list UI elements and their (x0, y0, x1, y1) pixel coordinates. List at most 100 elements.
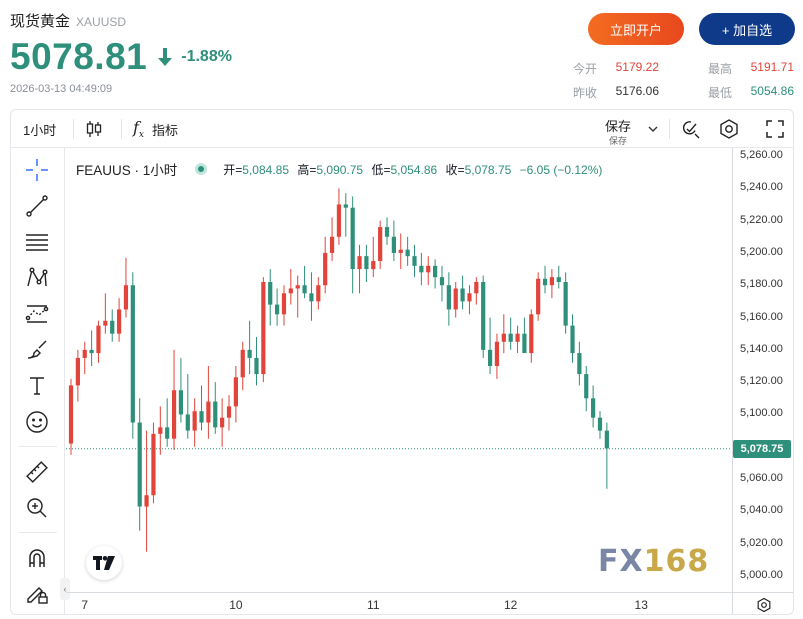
legend-open-label: 开 (223, 162, 236, 177)
indicators-label: 指标 (152, 122, 179, 138)
candle (549, 269, 554, 299)
candle (584, 366, 589, 412)
sidebar-divider (19, 446, 57, 447)
candle (329, 217, 335, 261)
price-tick: 5,140.00 (740, 342, 783, 355)
quote-prev-close-value: 5176.06 (615, 84, 659, 98)
crosshair-icon[interactable] (23, 156, 51, 184)
candles-icon[interactable] (85, 118, 103, 140)
save-label: 保存 (604, 119, 631, 134)
candle (75, 349, 80, 402)
candle (460, 275, 465, 310)
price-tick: 5,260.00 (740, 149, 783, 161)
ruler-icon[interactable] (23, 458, 51, 486)
candle (316, 277, 321, 310)
open-account-button[interactable]: 立即开户 (588, 13, 684, 45)
quote-timestamp: 2026-03-13 04:49:09 (10, 83, 113, 95)
candle (302, 265, 307, 299)
function-icon: fx (133, 117, 144, 141)
candle (487, 317, 493, 375)
zoom-in-icon[interactable] (23, 494, 51, 522)
tradingview-logo[interactable] (86, 546, 122, 580)
quote-low-value: 5054.86 (750, 84, 794, 98)
quote-high-value: 5191.71 (750, 60, 794, 74)
legend-high: 5,090.75 (316, 162, 364, 177)
candlestick-chart (66, 188, 732, 552)
candle (446, 272, 451, 326)
price-tick: 5,220.00 (740, 213, 783, 226)
toolbar-divider (121, 119, 122, 139)
candle (268, 269, 273, 326)
candle (350, 196, 355, 294)
candle (412, 244, 417, 278)
pattern-icon[interactable] (23, 264, 51, 292)
time-tick: 12 (503, 598, 518, 612)
candle (226, 395, 232, 431)
price-tick: 5,060.00 (740, 472, 783, 485)
candle (536, 272, 541, 321)
price-tick: 5,000.00 (740, 569, 783, 581)
brush-icon[interactable] (23, 336, 51, 364)
candle (116, 298, 122, 342)
candle (247, 320, 252, 375)
chevron-down-icon[interactable] (648, 118, 658, 140)
lock-pencil-icon[interactable] (23, 580, 51, 608)
candle (233, 366, 238, 423)
legend-close: 5,078.75 (464, 162, 512, 177)
candle (405, 236, 410, 266)
candle (130, 272, 135, 439)
instrument-code: XAUUSD (76, 15, 127, 29)
emoji-icon[interactable] (23, 408, 51, 436)
sidebar-divider (19, 532, 57, 533)
candle (295, 275, 300, 318)
candle (261, 277, 266, 383)
time-axis[interactable]: 7 10 11 12 13 (66, 592, 732, 614)
indicators-button[interactable]: fx 指标 (133, 118, 178, 140)
candle (570, 314, 575, 363)
trend-line-icon[interactable] (23, 192, 51, 220)
candle (281, 285, 287, 326)
chart-toolbar: 1小时 fx 指标 保存 保存 (11, 110, 793, 148)
candle (378, 220, 383, 270)
last-price-tag: 5,078.75 (733, 439, 791, 458)
candle (398, 233, 403, 270)
fullscreen-icon[interactable] (765, 118, 785, 140)
legend-ohlc: 开=5,084.85 高=5,090.75 低=5,054.86 收=5,078… (223, 162, 603, 177)
candle (89, 330, 94, 366)
candle (357, 244, 362, 294)
legend-close-label: 收 (445, 162, 458, 177)
candle (481, 275, 486, 358)
candle (419, 252, 424, 286)
price-tick: 5,040.00 (740, 504, 783, 517)
watermark-fx: FX (598, 544, 644, 579)
toolbar-divider (73, 119, 74, 139)
fib-lines-icon[interactable] (23, 228, 51, 256)
candle (178, 357, 184, 423)
forecast-icon[interactable] (23, 300, 51, 328)
price-chart[interactable]: FEAUUS · 1小时 开=5,084.85 高=5,090.75 低=5,0… (66, 148, 732, 592)
text-icon[interactable] (23, 372, 51, 400)
legend-high-label: 高 (297, 162, 310, 177)
time-tick: 11 (367, 598, 380, 612)
axis-settings-icon[interactable] (732, 592, 793, 614)
candle (68, 378, 74, 455)
price-axis[interactable]: 5,260.00 5,240.00 5,220.00 5,200.00 5,180.00… (732, 148, 793, 592)
save-button[interactable]: 保存 保存 (597, 116, 639, 147)
magnet-icon[interactable] (23, 544, 51, 572)
candle (508, 317, 513, 350)
quote-open-value: 5179.22 (615, 60, 659, 74)
quote-open-label: 今开 (573, 62, 598, 76)
settings-icon[interactable] (718, 118, 740, 140)
legend-low: 5,054.86 (390, 162, 438, 177)
alert-icon[interactable] (679, 118, 701, 140)
price-tick: 5,160.00 (740, 310, 783, 323)
collapse-sidebar-button[interactable]: ‹ (60, 578, 70, 600)
drawing-toolbar (11, 148, 65, 614)
add-watchlist-button[interactable]: + 加自选 (699, 13, 795, 45)
price-tick: 5,240.00 (740, 181, 783, 194)
interval-selector[interactable]: 1小时 (23, 122, 57, 138)
candle (522, 317, 527, 354)
candle (288, 269, 293, 305)
candle (213, 382, 218, 434)
candle (137, 398, 142, 531)
